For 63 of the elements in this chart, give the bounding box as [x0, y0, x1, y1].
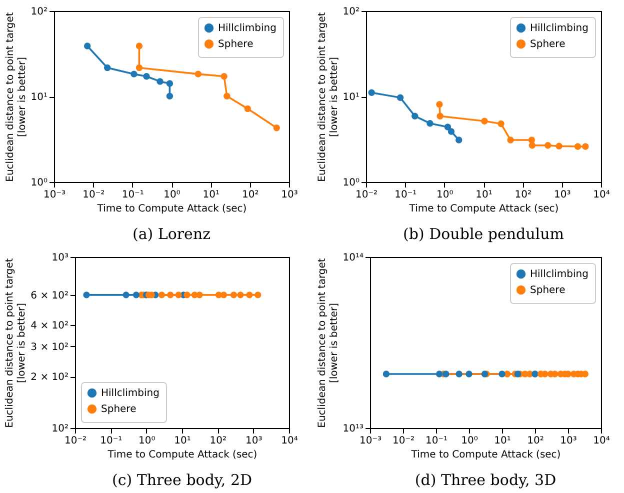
y-axis-title: Euclidean distance to point target [lower is better]: [4, 12, 28, 182]
legend-label: Hillclimbing: [218, 23, 276, 34]
x-tick-label: 10⁰: [436, 190, 454, 200]
y-tick-label: 2 × 10²: [30, 372, 68, 384]
text: (c) Three body, 2D: [112, 471, 252, 489]
y-tick-label: 10¹³: [342, 424, 364, 434]
x-tick-label: 10³: [554, 190, 571, 200]
x-tick-label: 10⁻¹: [100, 436, 122, 446]
y-tick-label: 10¹: [30, 92, 48, 103]
x-tick-label: 10⁴: [593, 436, 610, 446]
legend-label: Hillclimbing: [530, 23, 588, 34]
text: (a) Lorenz: [132, 225, 211, 243]
x-tick-label: 10²: [242, 190, 259, 200]
x-tick-label: 10⁰: [138, 436, 156, 446]
y-axis-title: Euclidean distance to point target [lower is better]: [316, 258, 340, 428]
legend-label: Sphere: [530, 285, 566, 296]
x-tick-label: 10⁻³: [359, 436, 382, 446]
y-tick-label: 10²: [342, 6, 360, 18]
text: (b) Double pendulum: [403, 225, 564, 243]
x-tick-label: 10⁻²: [355, 190, 378, 200]
y-tick-label: 10⁰: [342, 178, 360, 188]
y-tick-label: 3 × 10²: [30, 342, 68, 353]
x-tick-label: 10²: [527, 436, 544, 446]
legend-label: Sphere: [101, 404, 136, 415]
text: (d) Three body, 3D: [414, 471, 556, 489]
y-tick-label: 6 × 10²: [30, 290, 68, 302]
x-tick-label: 10¹: [202, 190, 220, 200]
x-axis-title: Time to Compute Attack (sec): [410, 450, 561, 460]
y-tick-label: 10¹⁴: [342, 252, 364, 264]
x-tick-label: 10⁻¹: [122, 190, 144, 200]
x-tick-label: 10⁻²: [64, 436, 87, 446]
legend-label: Sphere: [530, 39, 566, 50]
y-tick-label: 10¹: [342, 92, 360, 103]
y-tick-label: 10⁰: [30, 178, 48, 188]
x-tick-label: 10²: [514, 190, 532, 200]
y-tick-label: 4 × 10²: [30, 320, 68, 332]
x-tick-label: 10³: [560, 436, 577, 446]
x-tick-label: 10⁻²: [82, 190, 105, 200]
x-tick-label: 10⁻²: [392, 436, 415, 446]
y-tick-label: 10³: [52, 252, 68, 264]
legend-label: Hillclimbing: [530, 269, 588, 280]
x-tick-label: 10⁻¹: [425, 436, 448, 446]
x-tick-label: 10¹: [174, 436, 191, 446]
y-axis-title: Euclidean distance to point target [lower is better]: [4, 258, 28, 428]
x-tick-label: 10¹: [476, 190, 492, 200]
y-tick-label: 10²: [30, 6, 48, 18]
x-tick-label: 10²: [210, 436, 227, 446]
x-tick-label: 10⁰: [164, 190, 180, 200]
x-tick-label: 10⁻³: [43, 190, 66, 200]
y-axis-title: Euclidean distance to point target [lower is better]: [316, 12, 340, 182]
x-axis-title: Time to Compute Attack (sec): [106, 450, 258, 460]
legend-label: Hillclimbing: [101, 388, 160, 399]
x-axis-title: Time to Compute Attack (sec): [96, 204, 247, 214]
x-tick-label: 10³: [245, 436, 262, 446]
x-tick-label: 10¹: [494, 436, 511, 446]
x-axis-title: Time to Compute Attack (sec): [408, 204, 559, 214]
x-tick-label: 10⁴: [593, 190, 610, 200]
x-tick-label: 10⁻¹: [394, 190, 417, 200]
x-tick-label: 10⁴: [281, 436, 298, 446]
x-tick-label: 10⁰: [461, 436, 478, 446]
x-tick-label: 10³: [281, 190, 298, 200]
legend-label: Sphere: [218, 39, 254, 50]
y-tick-label: 10²: [52, 424, 68, 434]
